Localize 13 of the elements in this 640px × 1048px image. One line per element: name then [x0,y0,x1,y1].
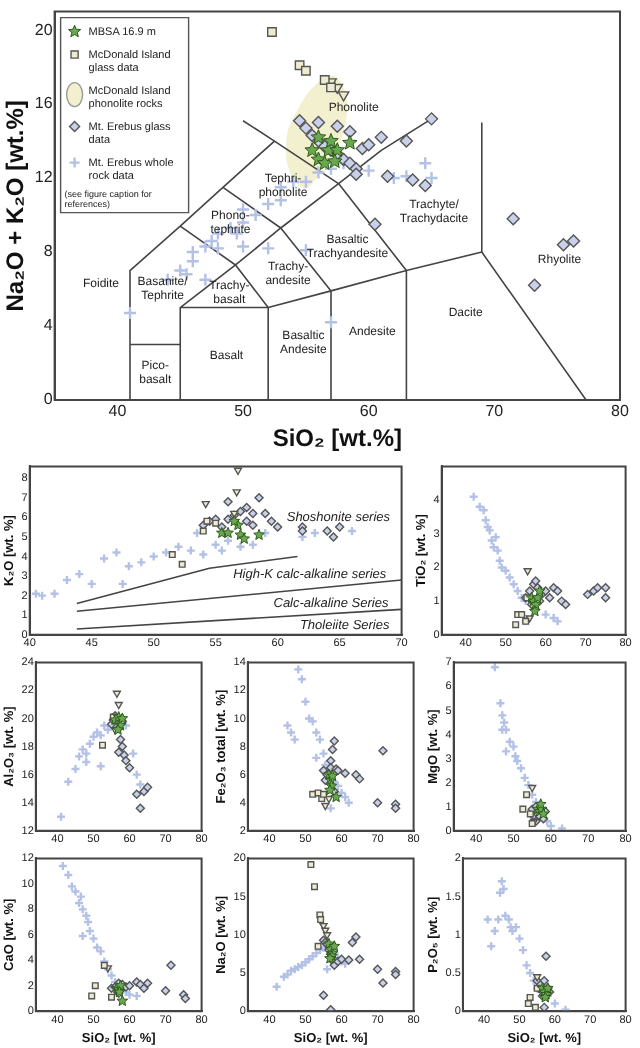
x-tick-label: 60 [359,402,379,421]
y-tick-label: 16 [34,94,54,113]
y-tick-label: 0 [43,390,54,409]
x-tick-label: 80 [611,402,630,421]
y-tick-label: 4 [43,316,54,335]
x-axis-title: SiO₂ [wt.%] [272,424,402,453]
x-tick-label: 70 [485,402,505,421]
y-tick-label: 12 [34,168,54,187]
y-axis-title: Na₂O + K₂O [wt.%] [1,100,30,312]
x-tick-label: 40 [108,402,128,421]
y-tick-label: 20 [34,20,54,39]
y-tick-label: 8 [43,242,54,261]
x-tick-label: 50 [234,402,254,421]
